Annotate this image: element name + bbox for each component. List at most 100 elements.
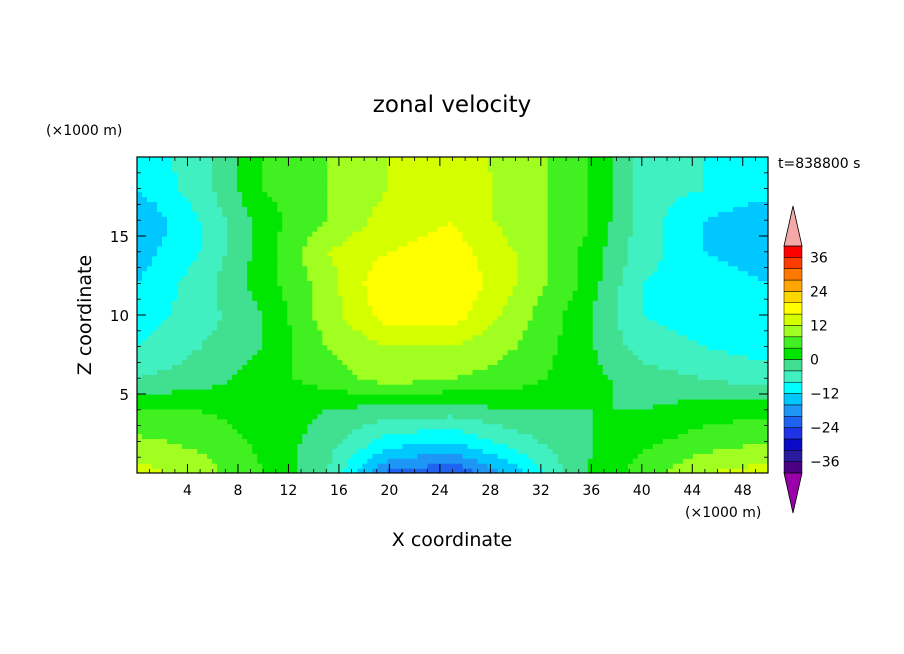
field-cell: [192, 334, 198, 341]
field-cell: [587, 324, 594, 331]
field-cell: [152, 433, 158, 440]
field-cell: [237, 394, 243, 400]
field-cell: [527, 428, 534, 435]
field-cell: [737, 423, 744, 430]
field-cell: [517, 374, 524, 380]
field-cell: [672, 364, 679, 370]
field-cell: [352, 423, 358, 430]
field-cell: [612, 364, 619, 370]
field-cell: [562, 344, 569, 351]
field-cell: [427, 275, 434, 282]
field-cell: [647, 423, 654, 430]
field-cell: [472, 359, 479, 365]
field-cell: [637, 394, 644, 400]
field-cell: [187, 423, 193, 430]
field-cell: [687, 438, 694, 444]
field-cell: [497, 339, 504, 346]
field-cell: [477, 463, 484, 469]
field-cell: [347, 369, 353, 375]
field-cell: [197, 349, 203, 356]
field-cell: [497, 433, 504, 440]
field-cell: [167, 334, 173, 341]
field-cell: [352, 364, 358, 370]
field-cell: [537, 389, 544, 395]
field-cell: [237, 324, 243, 331]
field-cell: [587, 384, 594, 390]
field-cell: [282, 349, 288, 356]
field-cell: [527, 290, 534, 296]
field-cell: [457, 403, 464, 410]
field-cell: [427, 324, 434, 331]
field-cell: [147, 359, 153, 365]
field-cell: [157, 463, 163, 469]
field-cell: [552, 324, 559, 331]
field-cell: [757, 315, 764, 321]
field-cell: [372, 329, 378, 336]
field-cell: [692, 403, 699, 410]
field-cell: [582, 364, 589, 370]
field-cell: [647, 349, 654, 356]
field-cell: [392, 389, 399, 395]
field-cell: [677, 453, 684, 459]
field-cell: [517, 275, 524, 282]
field-cell: [337, 275, 343, 282]
field-cell: [152, 285, 158, 291]
field-cell: [197, 364, 203, 370]
field-cell: [662, 280, 669, 286]
field-cell: [637, 379, 644, 385]
field-cell: [467, 290, 474, 296]
field-cell: [312, 364, 318, 370]
field-cell: [147, 438, 153, 444]
field-cell: [262, 275, 268, 282]
field-cell: [417, 453, 424, 459]
field-cell: [262, 418, 268, 425]
field-cell: [422, 433, 429, 440]
field-cell: [207, 443, 213, 449]
field-cell: [717, 379, 724, 385]
field-cell: [297, 384, 303, 390]
field-cell: [197, 463, 203, 469]
field-cell: [592, 433, 599, 440]
field-cell: [372, 394, 378, 400]
field-cell: [332, 423, 338, 430]
field-cell: [607, 389, 614, 395]
field-cell: [302, 403, 308, 410]
field-cell: [522, 319, 529, 326]
field-cell: [292, 468, 298, 473]
field-cell: [662, 364, 669, 370]
field-cell: [747, 423, 754, 430]
field-cell: [252, 339, 258, 346]
field-cell: [722, 339, 729, 346]
field-cell: [437, 438, 444, 444]
field-cell: [682, 319, 689, 326]
field-cell: [612, 448, 619, 454]
field-cell: [712, 319, 719, 326]
field-cell: [292, 280, 298, 286]
field-cell: [537, 364, 544, 370]
field-cell: [612, 394, 619, 400]
field-cell: [292, 398, 298, 405]
field-cell: [142, 403, 148, 410]
field-cell: [557, 329, 564, 336]
field-cell: [247, 394, 253, 400]
field-cell: [447, 453, 454, 459]
field-cell: [492, 379, 499, 385]
field-cell: [162, 423, 168, 430]
field-cell: [482, 295, 489, 301]
field-cell: [457, 324, 464, 331]
field-cell: [747, 428, 754, 435]
field-cell: [307, 433, 313, 440]
field-cell: [592, 359, 599, 365]
field-cell: [332, 394, 338, 400]
field-cell: [572, 463, 579, 469]
field-cell: [742, 384, 749, 390]
field-cell: [347, 418, 353, 425]
field-cell: [242, 468, 248, 473]
field-cell: [307, 468, 313, 473]
field-cell: [737, 379, 744, 385]
field-cell: [182, 413, 188, 420]
field-cell: [227, 403, 233, 410]
field-cell: [747, 394, 754, 400]
field-cell: [302, 453, 308, 459]
field-cell: [432, 394, 439, 400]
